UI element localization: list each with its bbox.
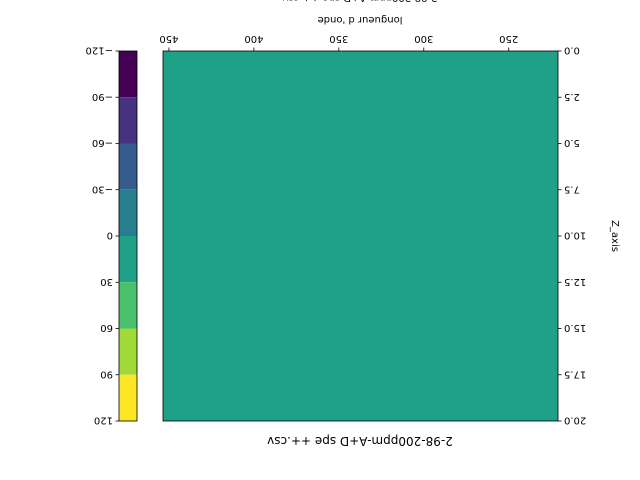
colorbar-tick-label: −60	[92, 137, 113, 148]
colorbar-band	[119, 236, 137, 283]
y-axis-label: Z_axis	[609, 220, 620, 252]
x-tick-label: 350	[329, 33, 348, 44]
y-tick-label: 10.0	[564, 230, 586, 241]
y-tick-label: 15.0	[564, 322, 586, 333]
colorbar-tick-label: 120	[94, 415, 113, 426]
y-tick-label: 17.5	[564, 368, 586, 379]
colorbar-tick-label: −90	[92, 91, 113, 102]
y-tick-label: 20.0	[564, 415, 586, 426]
colorbar-band	[119, 189, 137, 236]
y-tick-label: 2.5	[564, 91, 580, 102]
colorbar-band	[119, 282, 137, 329]
x-axis-label: longueur d 'onde	[318, 14, 403, 25]
colorbar-tick-label: 90	[100, 368, 113, 379]
x-tick-label: 450	[159, 33, 178, 44]
colorbar-band	[119, 328, 137, 375]
rotated-figure: 2-98-200ppm-A+D spe ++.csv longueur d 'o…	[86, 0, 620, 448]
chart-title: 2-98-200ppm-A+D spe ++.csv	[267, 434, 453, 448]
x-tick-label: 300	[414, 33, 433, 44]
colorbar-band	[119, 374, 137, 421]
y-tick-label: 12.5	[564, 276, 586, 287]
colorbar-tick-label: 0	[107, 230, 113, 241]
colorbar-band	[119, 51, 137, 98]
contour-field	[163, 51, 558, 421]
colorbar-tick-label: −30	[92, 183, 113, 194]
colorbar-band	[119, 143, 137, 190]
colorbar-tick-label: 60	[100, 322, 113, 333]
colorbar-tick-label: −120	[86, 45, 113, 56]
footer-text: 2-98-200ppm-A+D spe ++.csv	[283, 0, 438, 3]
x-tick-label: 250	[499, 33, 518, 44]
y-tick-label: 7.5	[564, 183, 580, 194]
colorbar-band	[119, 97, 137, 144]
x-tick-label: 400	[244, 33, 263, 44]
y-tick-label: 0.0	[564, 45, 580, 56]
y-tick-label: 5.0	[564, 137, 580, 148]
colorbar-tick-label: 30	[100, 276, 113, 287]
